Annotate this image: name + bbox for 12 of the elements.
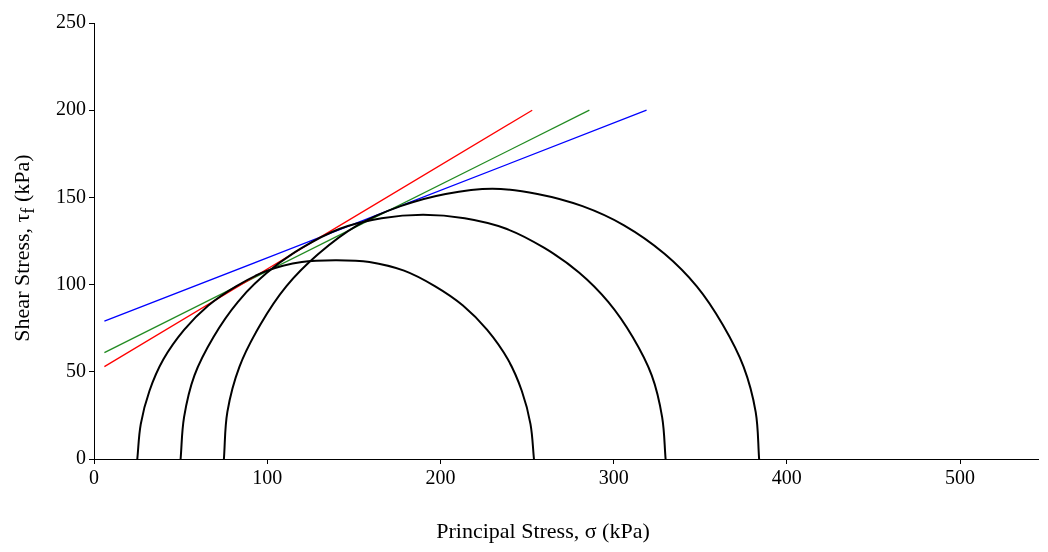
x-tick-label: 300 — [598, 466, 629, 489]
y-tick-label: 50 — [66, 359, 86, 382]
x-tick-label: 200 — [425, 466, 456, 489]
x-tick-label: 100 — [252, 466, 283, 489]
y-tick-label: 200 — [56, 97, 86, 120]
y-tick-label: 0 — [76, 446, 86, 469]
x-axis-title: Principal Stress, σ (kPa) — [435, 518, 651, 544]
x-tick-label: 500 — [945, 466, 976, 489]
y-tick-label: 250 — [56, 10, 86, 33]
y-tick-label: 100 — [56, 271, 86, 294]
y-tick-label: 150 — [56, 184, 86, 207]
x-tick-label: 400 — [771, 466, 802, 489]
